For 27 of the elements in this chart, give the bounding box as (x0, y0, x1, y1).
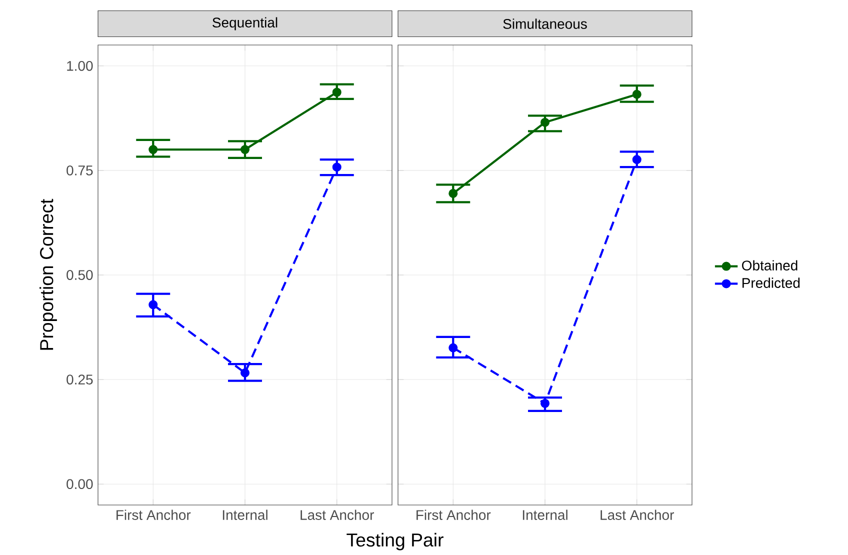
point (332, 162, 342, 172)
x-tick-label: Internal (222, 510, 268, 520)
y-tick-label: 0.25 (66, 374, 93, 385)
x-tick-label: First Anchor (116, 510, 191, 520)
point (148, 145, 158, 154)
chart-title: Sequential (212, 17, 278, 30)
x-axis-title: Testing Pair (346, 532, 444, 550)
legend-label: Predicted (742, 278, 800, 288)
point (632, 155, 642, 164)
y-axis-title: Proportion Correct (40, 198, 57, 350)
x-tick-label: Internal (522, 510, 568, 520)
point (448, 343, 458, 352)
y-tick-label: 1.00 (67, 60, 93, 71)
point (540, 398, 550, 408)
legend-label: Obtained (742, 260, 798, 270)
chart-title: Simultaneous (503, 18, 587, 29)
point (448, 188, 458, 198)
x-tick-label: Last Anchor (300, 510, 374, 520)
x-tick-label: First Anchor (416, 510, 491, 520)
point (148, 300, 158, 310)
point (240, 368, 250, 378)
y-tick-label: 0.00 (66, 479, 93, 490)
y-tick-label: 0.50 (66, 270, 93, 280)
y-tick-label: 0.75 (66, 166, 93, 176)
x-tick-label: Last Anchor (600, 510, 674, 520)
point (632, 90, 642, 99)
point (240, 145, 250, 154)
